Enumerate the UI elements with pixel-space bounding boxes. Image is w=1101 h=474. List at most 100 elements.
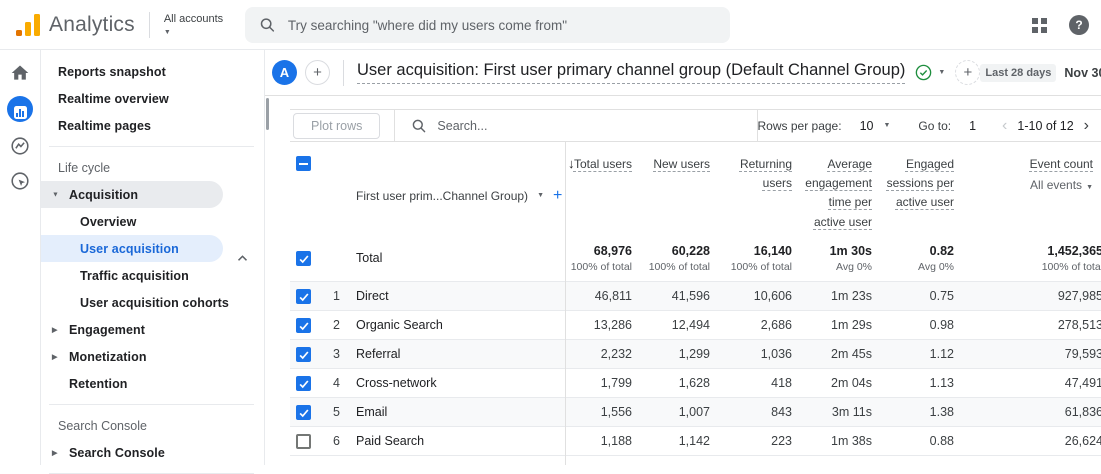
sidebar-item-monetization[interactable]: ▶ Monetization xyxy=(41,343,264,370)
go-to-label: Go to: xyxy=(918,119,951,133)
page-title[interactable]: User acquisition: First user primary cha… xyxy=(357,61,905,84)
sidebar-section-life-cycle[interactable]: Life cycle xyxy=(41,154,264,181)
total-users-value: 13,286 xyxy=(565,318,640,332)
sidebar-item-realtime-overview[interactable]: Realtime overview xyxy=(41,85,264,112)
table-row[interactable]: 5 Email 1,556 1,007 843 3m 11s 1.38 61,8… xyxy=(290,397,1101,426)
expand-triangle-icon: ▶ xyxy=(52,353,57,361)
select-all-checkbox[interactable] xyxy=(296,156,311,171)
table-search-input[interactable] xyxy=(437,119,637,133)
new-users-value: 1,628 xyxy=(640,376,718,390)
scrollbar-thumb[interactable] xyxy=(266,98,269,130)
global-search-input[interactable] xyxy=(288,18,716,33)
apps-grid-icon[interactable] xyxy=(1032,18,1047,33)
total-users-value: 1,799 xyxy=(565,376,640,390)
help-icon[interactable]: ? xyxy=(1069,15,1089,35)
row-number: 2 xyxy=(330,318,356,332)
next-page-icon[interactable]: › xyxy=(1084,117,1089,135)
table-search[interactable] xyxy=(411,118,742,134)
sidebar-item-realtime-pages[interactable]: Realtime pages xyxy=(41,112,264,139)
new-users-value: 41,596 xyxy=(640,289,718,303)
channel-name: Referral xyxy=(356,347,565,361)
row-checkbox[interactable] xyxy=(296,405,311,420)
sidebar-item-retention[interactable]: Retention xyxy=(41,370,264,397)
rows-per-page-value[interactable]: 10 xyxy=(860,119,874,133)
sidebar-item-label: Realtime overview xyxy=(58,92,169,106)
pagination-range: 1-10 of 12 xyxy=(1017,119,1073,133)
expand-triangle-icon: ▶ xyxy=(52,326,57,334)
total-row-checkbox[interactable] xyxy=(296,251,311,266)
go-to-value[interactable]: 1 xyxy=(969,119,976,133)
add-dimension-icon[interactable]: + xyxy=(553,188,562,204)
previous-page-icon[interactable]: ‹ xyxy=(1002,117,1007,135)
plot-rows-button[interactable]: Plot rows xyxy=(293,113,380,139)
table-row[interactable]: 6 Paid Search 1,188 1,142 223 1m 38s 0.8… xyxy=(290,426,1101,455)
avatar[interactable]: A xyxy=(272,60,297,85)
new-users-value: 1,142 xyxy=(640,434,718,448)
sort-descending-icon[interactable]: ↓ xyxy=(568,154,575,175)
returning-users-value: 10,606 xyxy=(718,289,800,303)
row-checkbox[interactable] xyxy=(296,318,311,333)
check-circle-icon xyxy=(914,63,933,82)
row-checkbox[interactable] xyxy=(296,289,311,304)
search-icon xyxy=(259,16,276,34)
report-status[interactable]: ▼ xyxy=(914,63,945,82)
sidebar-item-label: Retention xyxy=(69,377,128,391)
avg-engagement-value: 2m 04s xyxy=(800,376,880,390)
avg-engagement-value: 1m 38s xyxy=(800,434,880,448)
sidebar-item-user-acquisition-cohorts[interactable]: User acquisition cohorts xyxy=(41,289,264,316)
next-row-partial xyxy=(290,455,1101,465)
section-label: Search Console xyxy=(58,419,147,433)
add-comparison-button[interactable]: + xyxy=(305,60,330,85)
table-header-row: First user prim...Channel Group) ▼ + ↓ T… xyxy=(290,142,1101,235)
sidebar-item-engagement[interactable]: ▶ Engagement xyxy=(41,316,264,343)
column-header-new-users: New users xyxy=(640,142,718,235)
column-header-avg-engagement: Average engagement time per active user xyxy=(800,142,880,235)
table-row[interactable]: 2 Organic Search 13,286 12,494 2,686 1m … xyxy=(290,310,1101,339)
date-range-badge[interactable]: Last 28 days xyxy=(980,64,1056,82)
row-checkbox[interactable] xyxy=(296,347,311,362)
event-count-value: 278,513 xyxy=(962,318,1101,332)
returning-users-value: 223 xyxy=(718,434,800,448)
sidebar-item-acquisition[interactable]: ▼ Acquisition xyxy=(41,181,223,208)
row-checkbox[interactable] xyxy=(296,376,311,391)
table-row[interactable]: 1 Direct 46,811 41,596 10,606 1m 23s 0.7… xyxy=(290,281,1101,310)
engaged-sessions-value: 0.98 xyxy=(880,318,962,332)
advertising-icon[interactable] xyxy=(9,170,31,192)
collapse-chevron-icon[interactable] xyxy=(237,251,248,265)
dimension-header[interactable]: First user prim...Channel Group) xyxy=(356,189,528,203)
table-row[interactable]: 4 Cross-network 1,799 1,628 418 2m 04s 1… xyxy=(290,368,1101,397)
event-count-value: 26,624 xyxy=(962,434,1101,448)
sidebar-item-search-console[interactable]: ▶ Search Console xyxy=(41,439,264,466)
engaged-sessions-value: 0.88 xyxy=(880,434,962,448)
channel-name: Email xyxy=(356,405,565,419)
event-count-value: 47,491 xyxy=(962,376,1101,390)
sidebar-item-user-acquisition[interactable]: User acquisition xyxy=(41,235,223,262)
account-switcher[interactable]: All accounts ▼ xyxy=(164,12,223,37)
home-icon[interactable] xyxy=(10,63,30,83)
explore-icon[interactable] xyxy=(9,135,31,157)
sidebar-section-search-console[interactable]: Search Console xyxy=(41,412,264,439)
customize-report-button[interactable]: + xyxy=(955,60,980,85)
event-filter-dropdown[interactable]: All events▼ xyxy=(962,176,1093,195)
sidebar-item-overview[interactable]: Overview xyxy=(41,208,264,235)
sidebar-item-reports-snapshot[interactable]: Reports snapshot xyxy=(41,58,264,85)
new-users-value: 1,299 xyxy=(640,347,718,361)
total-users-value: 46,811 xyxy=(565,289,640,303)
global-search[interactable] xyxy=(245,7,730,43)
sidebar-item-label: Overview xyxy=(80,215,136,229)
chevron-down-icon: ▼ xyxy=(164,28,223,37)
channel-name: Direct xyxy=(356,289,565,303)
row-number: 5 xyxy=(330,405,356,419)
main-content: A + User acquisition: First user primary… xyxy=(265,50,1101,465)
sidebar-item-traffic-acquisition[interactable]: Traffic acquisition xyxy=(41,262,264,289)
brand-title: Analytics xyxy=(49,13,135,37)
row-checkbox[interactable] xyxy=(296,434,311,449)
total-users-value: 1,556 xyxy=(565,405,640,419)
date-range-value[interactable]: Nov 30 - D xyxy=(1064,66,1101,80)
divider xyxy=(49,146,254,147)
chevron-down-icon[interactable]: ▼ xyxy=(537,192,544,199)
chevron-down-icon[interactable]: ▼ xyxy=(883,122,890,129)
reports-icon[interactable] xyxy=(7,96,33,122)
table-row[interactable]: 3 Referral 2,232 1,299 1,036 2m 45s 1.12… xyxy=(290,339,1101,368)
